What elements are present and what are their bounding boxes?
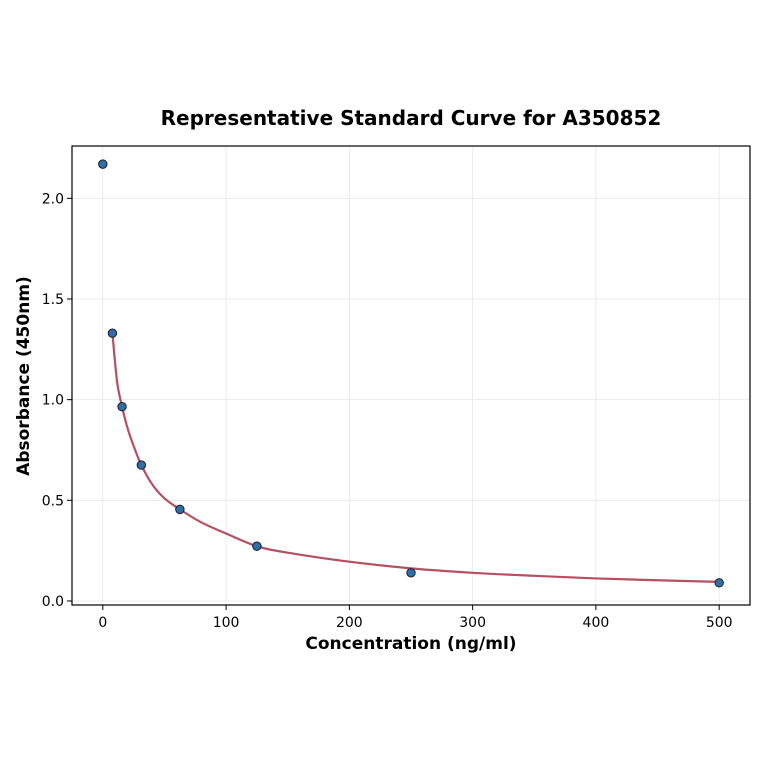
x-tick-label: 0	[98, 615, 107, 631]
chart-title: Representative Standard Curve for A35085…	[161, 106, 662, 130]
fit-curve-line	[111, 333, 720, 583]
x-tick-label: 100	[213, 615, 240, 631]
data-point	[136, 460, 147, 470]
x-tick-label: 500	[706, 615, 733, 631]
x-axis-label: Concentration (ng/ml)	[305, 634, 516, 654]
y-tick-label: 0.5	[42, 493, 64, 509]
y-tick-label: 1.5	[42, 292, 64, 308]
data-point	[714, 578, 724, 588]
y-tick-label: 1.0	[42, 393, 64, 409]
x-tick-label: 400	[583, 615, 610, 631]
data-point	[107, 328, 118, 338]
y-tick-label: 2.0	[42, 191, 64, 207]
data-point	[175, 504, 185, 515]
y-axis-label: Absorbance (450nm)	[14, 276, 34, 476]
data-point	[406, 568, 416, 578]
x-tick-label: 300	[459, 615, 486, 631]
data-point	[98, 159, 108, 169]
y-tick-label: 0.0	[42, 594, 64, 610]
x-tick-label: 200	[336, 615, 363, 631]
data-point	[117, 402, 127, 412]
grid	[72, 146, 750, 605]
data-marks	[98, 159, 724, 588]
axis-ticks: 0 100 200 300 400 500 0.0 0.5 1.0 1.5 2.0	[42, 191, 733, 631]
data-point	[252, 541, 262, 551]
plot-frame	[71, 145, 751, 606]
